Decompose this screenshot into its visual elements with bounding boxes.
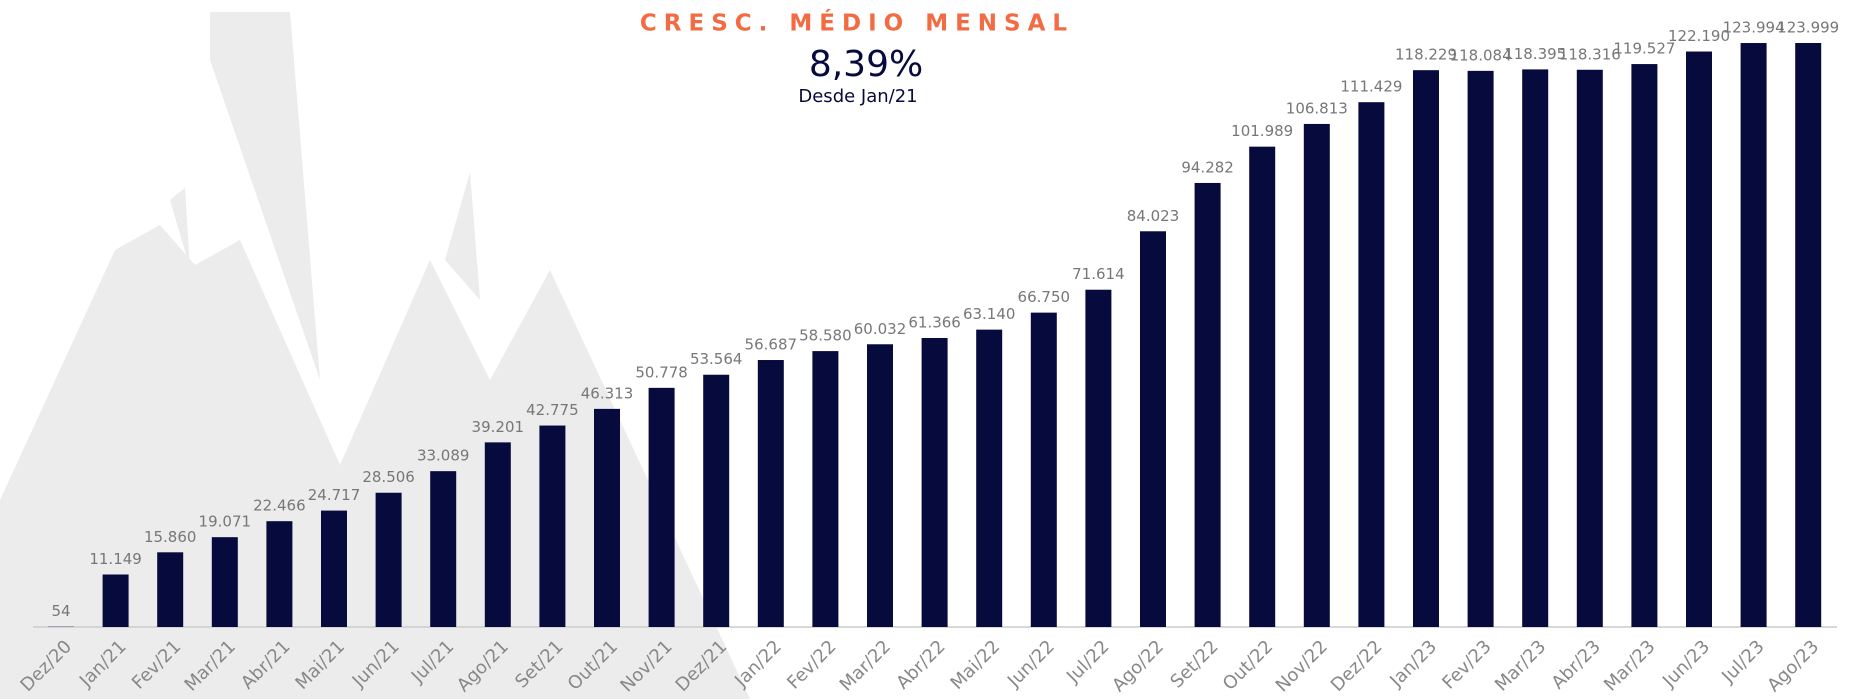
value-label: 11.149 [89, 550, 142, 568]
bar [430, 471, 457, 627]
value-label: 33.089 [417, 447, 470, 465]
bar [812, 351, 839, 627]
bar [539, 425, 566, 627]
bar [703, 374, 730, 627]
bar [594, 408, 620, 627]
bar [1085, 289, 1112, 627]
bar [921, 337, 948, 627]
value-label: 56.687 [745, 336, 798, 354]
value-label: 46.313 [581, 384, 634, 402]
highlight: 8,39% [809, 44, 923, 85]
x-tick-label: Abr/22 [892, 636, 949, 693]
bar [157, 552, 184, 627]
value-label: 111.429 [1340, 78, 1402, 96]
bar [976, 329, 1003, 627]
value-label: 84.023 [1127, 207, 1180, 225]
value-label: 101.989 [1231, 122, 1293, 140]
value-label: 28.506 [362, 468, 415, 486]
value-label: 63.140 [963, 305, 1016, 323]
x-tick-label: Dez/22 [1327, 636, 1387, 696]
bar [1194, 182, 1221, 627]
bar [1249, 146, 1276, 628]
bar [1358, 102, 1385, 628]
bar [1740, 43, 1767, 627]
value-label: 15.860 [144, 528, 197, 546]
value-label: 118.316 [1559, 45, 1621, 63]
x-tick-label: Set/22 [1166, 636, 1222, 692]
bar [1795, 43, 1822, 627]
subtitle: Desde Jan/21 [798, 86, 917, 107]
bar [1576, 69, 1603, 627]
bar [484, 442, 511, 627]
x-tick-label: Abr/23 [1548, 636, 1605, 693]
bar [321, 510, 347, 627]
value-label: 66.750 [1018, 288, 1071, 306]
bar [1413, 70, 1439, 628]
x-tick-label: Mai/22 [947, 636, 1005, 694]
value-label: 53.564 [690, 350, 743, 368]
bar [1467, 70, 1494, 627]
value-label: 94.282 [1181, 158, 1234, 176]
x-tick-label: Fev/23 [1438, 636, 1495, 693]
bar [867, 344, 893, 627]
value-label: 42.775 [526, 401, 579, 419]
value-label: 58.580 [799, 327, 852, 345]
value-label: 19.071 [199, 513, 252, 531]
x-tick-label: Jul/23 [1717, 636, 1768, 687]
bar [757, 360, 784, 627]
x-tick-label: Jan/22 [730, 636, 786, 692]
value-label: 22.466 [253, 497, 306, 515]
value-label: 118.229 [1395, 46, 1457, 64]
x-tick-label: Jun/23 [1658, 636, 1714, 692]
value-label: 118.084 [1450, 46, 1512, 64]
x-tick-label: Fev/22 [783, 636, 840, 693]
x-tick-label: Jan/23 [1385, 636, 1441, 692]
bar [102, 574, 129, 627]
bar [375, 492, 402, 627]
value-label: 122.190 [1668, 27, 1730, 45]
x-tick-label: Jun/22 [1003, 636, 1059, 692]
x-tick-label: Ago/23 [1763, 636, 1823, 696]
bar [1686, 51, 1712, 627]
value-label: 106.813 [1286, 99, 1348, 117]
bar [1030, 312, 1057, 627]
chart-title: CRESC. MÉDIO MENSAL [640, 9, 1074, 37]
x-tick-label: Mar/23 [1491, 636, 1550, 695]
bar [1303, 123, 1330, 628]
x-tick-label: Jul/22 [1062, 636, 1113, 687]
value-label: 24.717 [308, 486, 361, 504]
value-label: 50.778 [635, 363, 688, 381]
x-tick-label: Mar/23 [1600, 636, 1659, 695]
value-label: 71.614 [1072, 265, 1125, 283]
bar [266, 521, 293, 627]
x-tick-label: Mar/22 [836, 636, 895, 695]
value-label: 54 [51, 602, 70, 620]
bar [1631, 64, 1658, 628]
value-label: 119.527 [1613, 40, 1675, 58]
bar [1522, 69, 1549, 627]
x-tick-label: Ago/22 [1108, 636, 1168, 696]
x-tick-label: Out/22 [1219, 636, 1277, 694]
bar [211, 537, 238, 627]
bar [1140, 231, 1166, 628]
value-label: 123.999 [1777, 19, 1839, 37]
value-label: 39.201 [472, 418, 525, 436]
bar [648, 387, 675, 627]
value-label: 123.994 [1723, 19, 1785, 37]
value-label: 61.366 [908, 313, 961, 331]
x-tick-label: Nov/22 [1272, 636, 1332, 696]
value-label: 118.395 [1504, 45, 1566, 63]
value-label: 60.032 [854, 320, 907, 338]
